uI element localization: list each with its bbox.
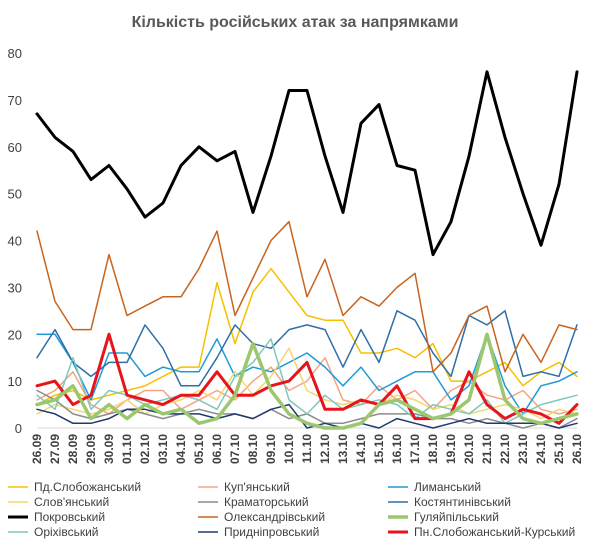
series-line-5 (36, 310, 578, 387)
x-tick-label-29.09: 29.09 (84, 434, 98, 464)
series-line-7 (36, 220, 578, 373)
x-tick-label-10.10: 10.10 (282, 434, 296, 464)
x-tick-label-23.10: 23.10 (516, 434, 530, 464)
x-tick-label-15.10: 15.10 (372, 434, 386, 464)
x-tick-label-12.10: 12.10 (318, 434, 332, 464)
legend-label-5: Костянтинівський (414, 495, 511, 509)
y-tick-label-20: 20 (8, 327, 22, 342)
legend-label-8: Гуляйпільський (414, 510, 499, 524)
series-layer (35, 70, 579, 430)
y-tick-label-70: 70 (8, 93, 22, 108)
series-line-10 (36, 403, 578, 429)
x-tick-label-13.10: 13.10 (336, 434, 350, 464)
legend-label-4: Краматорський (224, 495, 309, 509)
x-tick-label-08.10: 08.10 (246, 434, 260, 464)
x-tick-label-21.10: 21.10 (480, 434, 494, 464)
x-tick-label-27.09: 27.09 (48, 434, 62, 464)
x-tick-label-18.10: 18.10 (426, 434, 440, 464)
y-tick-label-60: 60 (8, 140, 22, 155)
x-tick-label-06.10: 06.10 (210, 434, 224, 464)
x-tick-label-01.10: 01.10 (120, 434, 134, 464)
series-line-6 (35, 70, 579, 257)
x-axis: 26.09 27.09 28.09 29.09 30.09 01.10 02.10 03.10… (30, 427, 584, 464)
x-tick-label-04.10: 04.10 (174, 434, 188, 464)
x-tick-label-17.10: 17.10 (408, 434, 422, 464)
x-tick-label-26.09: 26.09 (30, 434, 44, 464)
legend-label-7: Олександрівський (224, 510, 325, 524)
x-tick-label-03.10: 03.10 (156, 434, 170, 464)
x-tick-label-14.10: 14.10 (354, 434, 368, 464)
y-tick-label-0: 0 (15, 421, 22, 436)
y-tick-label-10: 10 (8, 374, 22, 389)
x-tick-label-11.10: 11.10 (300, 434, 314, 464)
y-tick-label-40: 40 (8, 234, 22, 249)
legend-label-1: Куп'янський (224, 480, 290, 494)
x-tick-label-16.10: 16.10 (390, 434, 404, 464)
chart-title: Кількість російських атак за напрямками (132, 14, 459, 31)
x-tick-label-22.10: 22.10 (498, 434, 512, 464)
x-tick-label-30.09: 30.09 (102, 434, 116, 464)
series-line-8 (35, 332, 579, 430)
x-tick-label-26.10: 26.10 (570, 434, 584, 464)
legend-label-3: Слов'янський (34, 495, 109, 509)
legend-label-0: Пд.Слобожанський (34, 480, 141, 494)
legend-label-10: Придніпровський (224, 525, 319, 539)
legend-label-9: Оріхівський (34, 525, 99, 539)
series-line-11 (35, 332, 579, 425)
x-tick-label-09.10: 09.10 (264, 434, 278, 464)
y-axis: 0 10 20 30 40 50 60 70 80 (8, 46, 22, 436)
legend-label-6: Покровський (34, 510, 105, 524)
x-tick-label-20.10: 20.10 (462, 434, 476, 464)
x-tick-label-19.10: 19.10 (444, 434, 458, 464)
legend-label-11: Пн.Слобожанський-Курський (414, 525, 575, 539)
x-tick-label-02.10: 02.10 (138, 434, 152, 464)
legend: Пд.Слобожанський Куп'янський Лиманський Сло… (8, 480, 575, 539)
y-tick-label-50: 50 (8, 187, 22, 202)
legend-label-2: Лиманський (414, 480, 481, 494)
series-line-2 (36, 333, 578, 415)
series-line-3 (36, 347, 578, 420)
x-tick-label-07.10: 07.10 (228, 434, 242, 464)
x-tick-label-24.10: 24.10 (534, 434, 548, 464)
x-tick-label-28.09: 28.09 (66, 434, 80, 464)
x-tick-label-25.10: 25.10 (552, 434, 566, 464)
y-tick-label-80: 80 (8, 46, 22, 61)
y-tick-label-30: 30 (8, 280, 22, 295)
x-tick-label-05.10: 05.10 (192, 434, 206, 464)
